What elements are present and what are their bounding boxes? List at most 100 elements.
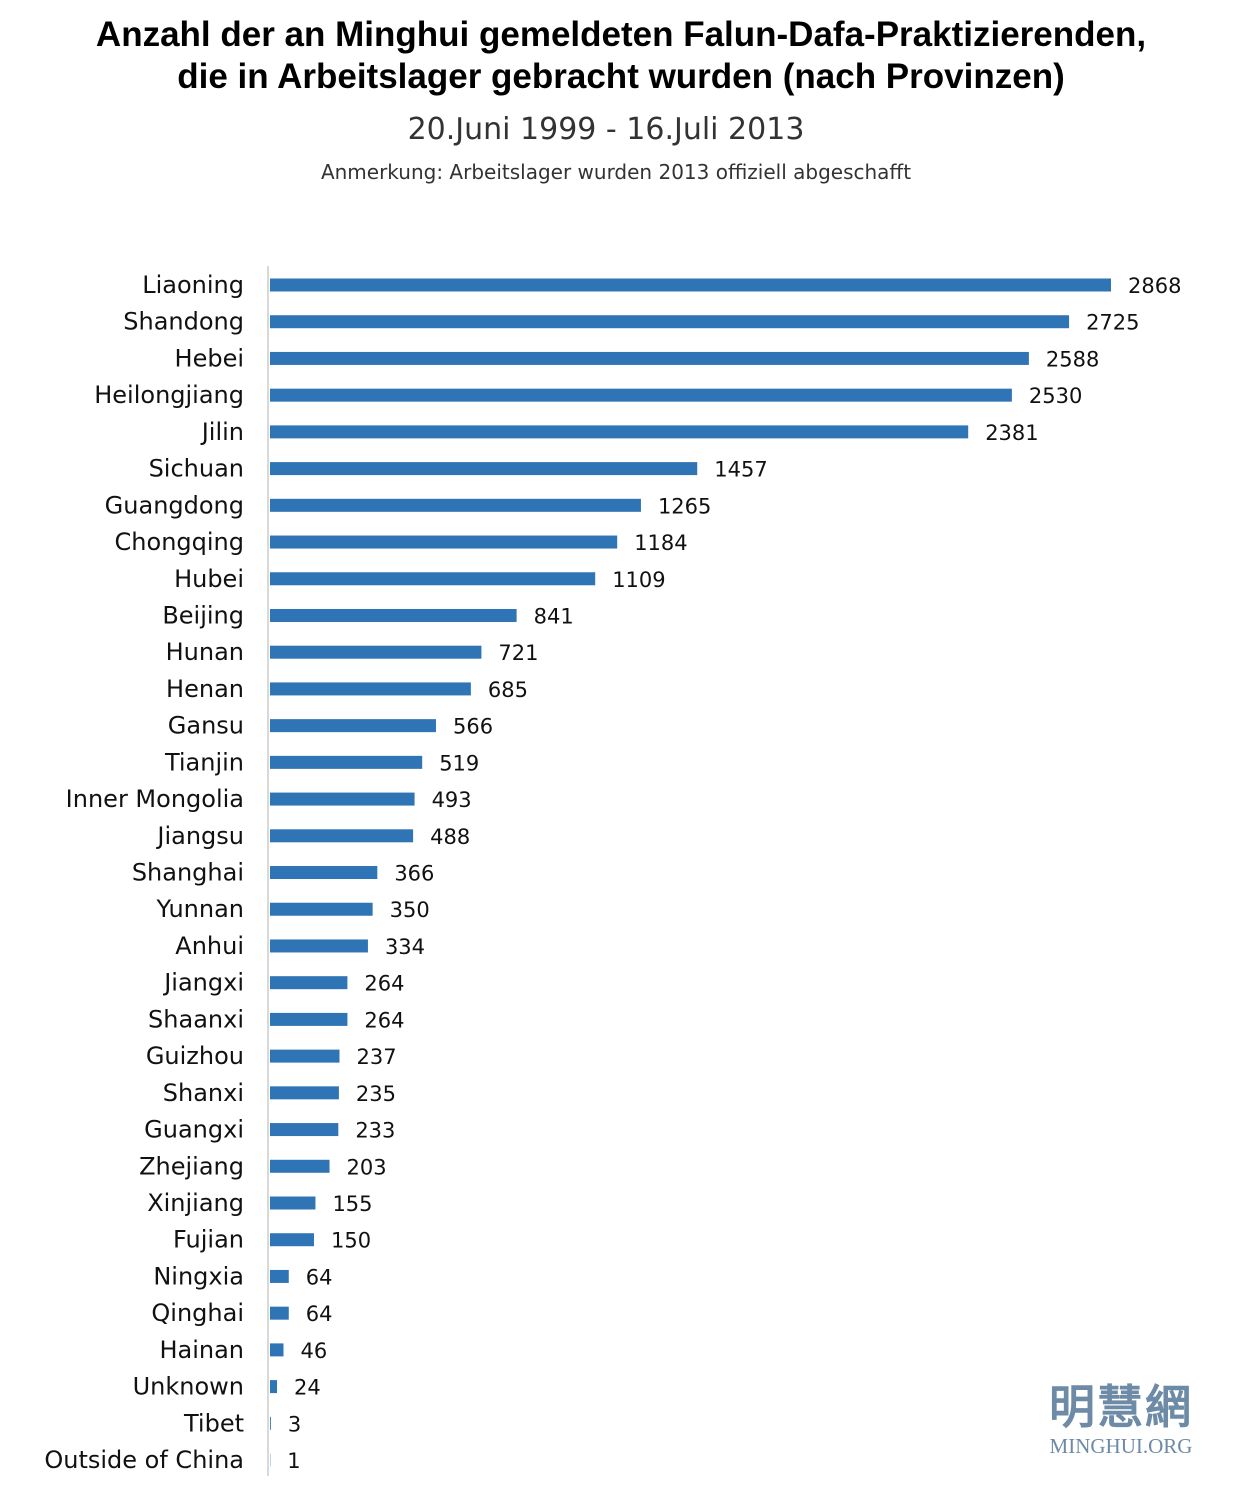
category-label: Shaanxi (148, 1005, 244, 1033)
data-label: 519 (439, 751, 479, 775)
bar (270, 829, 414, 843)
data-label: 1265 (658, 494, 711, 518)
data-label: 264 (364, 1008, 404, 1032)
category-label: Jilin (200, 418, 244, 446)
category-label: Xinjiang (147, 1189, 244, 1217)
bar (270, 572, 596, 586)
bar (270, 1416, 271, 1430)
category-label: Shanghai (132, 859, 244, 887)
data-label: 350 (390, 898, 430, 922)
data-label: 233 (355, 1119, 395, 1143)
category-label: Anhui (175, 932, 244, 960)
category-label: Hunan (166, 638, 244, 666)
category-label: Chongqing (115, 528, 244, 556)
bar (270, 976, 348, 990)
data-label: 3 (288, 1412, 301, 1436)
bar (270, 608, 517, 622)
data-label: 841 (534, 604, 574, 628)
bar (270, 682, 471, 696)
data-label: 2868 (1128, 274, 1181, 298)
data-label: 237 (356, 1045, 396, 1069)
bar (270, 535, 618, 549)
category-label: Beijing (162, 601, 244, 629)
bar (270, 1086, 339, 1100)
category-label: Jiangsu (155, 822, 244, 850)
data-label: 334 (385, 935, 425, 959)
category-label: Fujian (173, 1226, 244, 1254)
category-label: Inner Mongolia (66, 785, 244, 813)
category-label: Unknown (133, 1373, 244, 1401)
chart-note: Anmerkung: Arbeitslager wurden 2013 offi… (320, 160, 912, 184)
bar (270, 498, 641, 512)
data-label: 2530 (1029, 384, 1082, 408)
category-label: Henan (166, 675, 244, 703)
category-label: Tibet (183, 1409, 244, 1437)
bar (270, 1012, 348, 1026)
watermark-latin-text: MINGHUI.ORG (1049, 1434, 1193, 1458)
bar (270, 351, 1029, 365)
bar (270, 719, 436, 733)
data-label: 2588 (1046, 347, 1099, 371)
minghui-watermark-logo: 明慧網 MINGHUI.ORG (1036, 1382, 1206, 1459)
data-label: 566 (453, 715, 493, 739)
data-label: 1109 (612, 568, 665, 592)
category-label: Hebei (175, 344, 244, 372)
data-label: 2381 (985, 421, 1038, 445)
data-label: 64 (306, 1265, 333, 1289)
category-label: Liaoning (142, 271, 244, 299)
bar (270, 462, 698, 476)
data-label: 264 (364, 972, 404, 996)
data-label: 46 (300, 1339, 327, 1363)
watermark-cjk-text: 明慧網 (1049, 1380, 1193, 1434)
bar (270, 939, 368, 953)
category-label: Gansu (168, 712, 244, 740)
category-label: Zhejiang (139, 1152, 244, 1180)
category-label: Heilongjiang (94, 381, 244, 409)
chart-title-line-2: die in Arbeitslager gebracht wurden (nac… (177, 57, 1065, 96)
data-label: 2725 (1086, 311, 1139, 335)
category-label: Outside of China (44, 1446, 244, 1474)
category-label: Guangdong (105, 491, 244, 519)
category-label: Yunnan (156, 895, 244, 923)
data-label: 24 (294, 1376, 321, 1400)
bar (270, 792, 415, 806)
category-label: Hainan (159, 1336, 244, 1364)
bar (270, 1159, 330, 1173)
bar (270, 1380, 278, 1394)
category-label: Jiangxi (162, 969, 244, 997)
bar (270, 866, 378, 880)
bar (270, 1269, 289, 1283)
bar (270, 425, 969, 439)
category-label: Ningxia (153, 1262, 244, 1290)
data-label: 64 (306, 1302, 333, 1326)
bar (270, 388, 1012, 402)
data-label: 155 (332, 1192, 372, 1216)
data-label: 685 (488, 678, 528, 702)
data-label: 1184 (634, 531, 687, 555)
data-label: 150 (331, 1229, 371, 1253)
category-label: Shandong (123, 308, 244, 336)
data-label: 1457 (714, 458, 767, 482)
data-label: 203 (347, 1155, 387, 1179)
bar (270, 1343, 284, 1357)
data-label: 235 (356, 1082, 396, 1106)
data-label: 488 (430, 825, 470, 849)
bar (270, 1123, 339, 1137)
bar (270, 755, 423, 769)
chart-subtitle: 20.Juni 1999 - 16.Juli 2013 (407, 112, 805, 147)
bar (270, 278, 1111, 292)
category-label: Guizhou (146, 1042, 244, 1070)
bar (270, 1196, 316, 1210)
bar (270, 1049, 340, 1063)
bar (270, 1233, 314, 1247)
category-label: Guangxi (144, 1116, 244, 1144)
category-label: Tianjin (164, 748, 244, 776)
category-label: Hubei (174, 565, 244, 593)
bar (270, 645, 482, 659)
chart-title: Anzahl der an Minghui gemeldeten Falun-D… (0, 14, 1242, 98)
data-label: 493 (432, 788, 472, 812)
bar (270, 315, 1070, 329)
category-label: Qinghai (151, 1299, 244, 1327)
bar (270, 1306, 289, 1320)
